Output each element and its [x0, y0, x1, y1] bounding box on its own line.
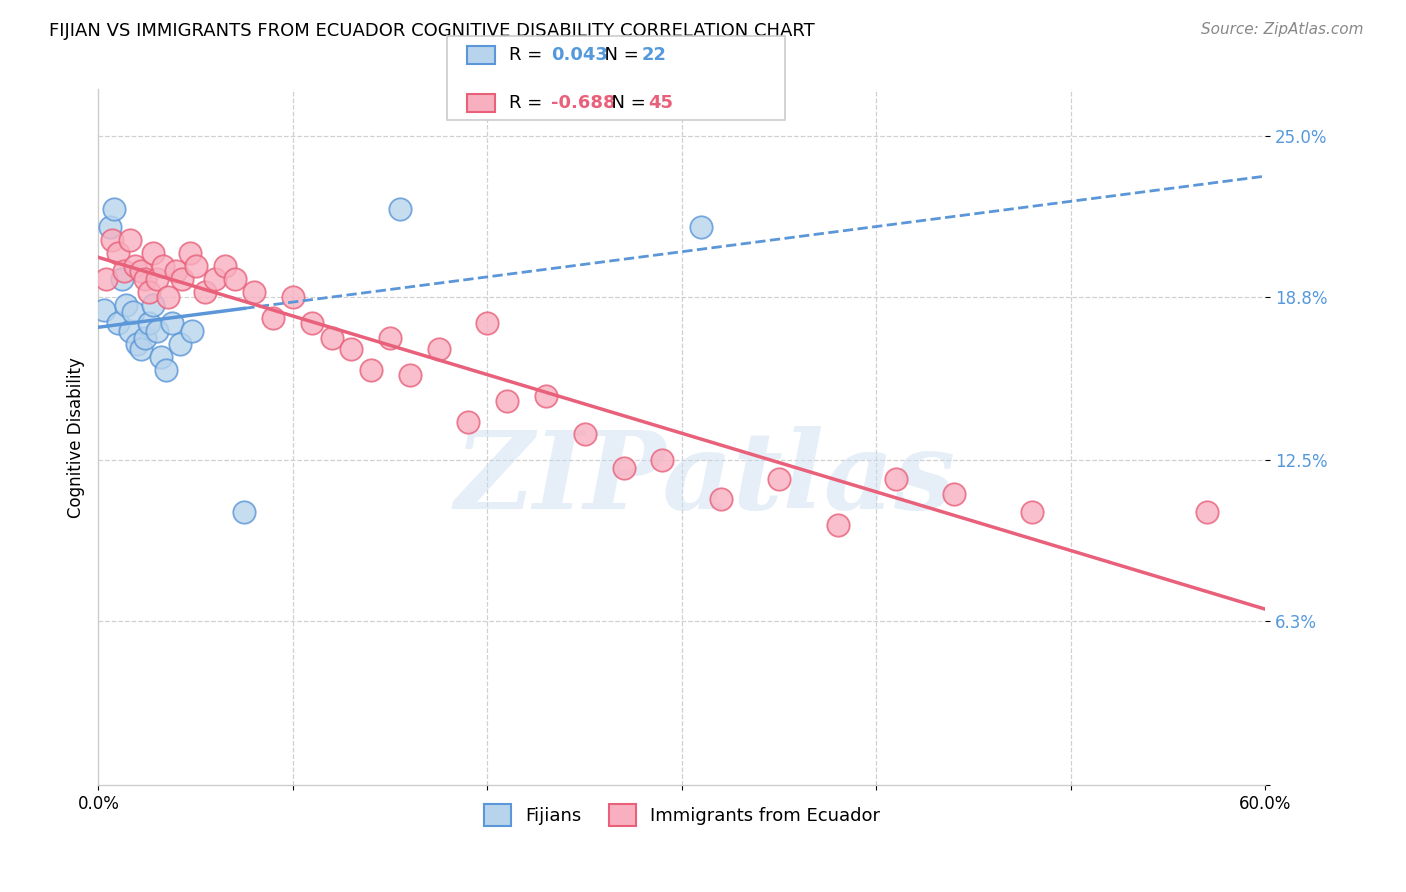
Point [214, 259, 236, 273]
Text: 22: 22 [641, 46, 666, 64]
Point [93, 302, 115, 317]
Point [138, 316, 160, 330]
Point [127, 336, 149, 351]
Text: FIJIAN VS IMMIGRANTS FROM ECUADOR COGNITIVE DISABILITY CORRELATION CHART: FIJIAN VS IMMIGRANTS FROM ECUADOR COGNIT… [49, 22, 815, 40]
Point [170, 271, 193, 285]
Point [943, 487, 966, 501]
Point [107, 316, 129, 330]
Point [180, 324, 202, 338]
Point [340, 342, 363, 356]
Point [690, 219, 713, 234]
Point [103, 202, 125, 216]
Point [107, 245, 129, 260]
Point [111, 271, 134, 285]
Text: -0.688: -0.688 [551, 94, 616, 112]
Text: R =: R = [509, 46, 548, 64]
Point [613, 461, 636, 475]
Point [101, 233, 124, 247]
Point [114, 298, 136, 312]
Point [134, 271, 156, 285]
Point [224, 271, 246, 285]
Point [146, 271, 169, 285]
Point [134, 331, 156, 345]
Point [1021, 505, 1043, 519]
Point [768, 472, 790, 486]
Point [169, 336, 191, 351]
Point [360, 362, 382, 376]
Point [184, 259, 207, 273]
Point [155, 362, 177, 376]
Point [233, 505, 256, 519]
Point [165, 264, 187, 278]
Text: N =: N = [600, 94, 652, 112]
Y-axis label: Cognitive Disability: Cognitive Disability [66, 357, 84, 517]
Text: N =: N = [593, 46, 645, 64]
Point [194, 285, 217, 299]
Point [574, 427, 596, 442]
Point [477, 316, 499, 330]
Point [138, 285, 160, 299]
Point [710, 492, 733, 507]
Point [534, 388, 557, 402]
Point [118, 233, 141, 247]
Point [98, 219, 121, 234]
Point [380, 331, 402, 345]
Text: 45: 45 [648, 94, 673, 112]
Legend: Fijians, Immigrants from Ecuador: Fijians, Immigrants from Ecuador [475, 795, 889, 835]
Point [149, 350, 172, 364]
Point [457, 415, 479, 429]
Point [1195, 505, 1218, 519]
Point [142, 245, 165, 260]
Point [884, 472, 907, 486]
Point [204, 271, 226, 285]
Point [301, 316, 323, 330]
Point [157, 290, 180, 304]
Point [162, 316, 184, 330]
Point [262, 310, 284, 325]
Point [281, 290, 304, 304]
Point [179, 245, 201, 260]
Text: ZIPatlas: ZIPatlas [454, 425, 956, 532]
Point [122, 305, 145, 319]
Point [118, 324, 141, 338]
Point [243, 285, 266, 299]
Point [129, 342, 152, 356]
Point [388, 202, 411, 216]
Point [321, 331, 343, 345]
Point [398, 368, 420, 382]
Point [129, 264, 152, 278]
Point [142, 298, 165, 312]
Text: Source: ZipAtlas.com: Source: ZipAtlas.com [1201, 22, 1364, 37]
Text: R =: R = [509, 94, 548, 112]
Point [651, 453, 673, 467]
Point [496, 393, 519, 408]
Point [152, 259, 174, 273]
Point [146, 324, 169, 338]
Point [827, 518, 849, 533]
Point [427, 342, 450, 356]
Point [96, 271, 118, 285]
Text: 0.043: 0.043 [551, 46, 607, 64]
Point [124, 259, 146, 273]
Point [112, 264, 135, 278]
